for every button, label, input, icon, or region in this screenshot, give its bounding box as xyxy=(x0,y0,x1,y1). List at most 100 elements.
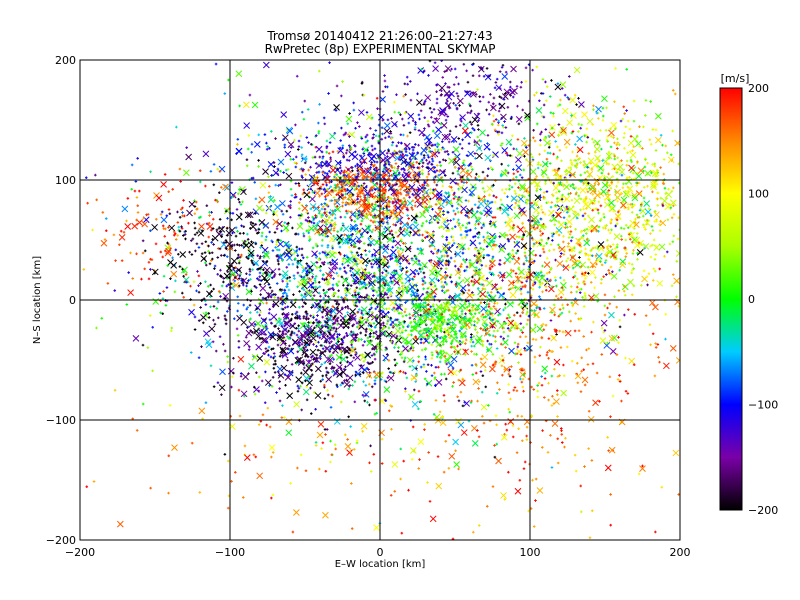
point-x xyxy=(317,224,324,231)
point-plus xyxy=(373,382,377,386)
point-plus xyxy=(653,220,657,223)
point-plus xyxy=(431,353,434,357)
point-x xyxy=(336,364,343,371)
point-plus xyxy=(292,331,296,335)
point-plus xyxy=(628,237,632,241)
point-plus xyxy=(230,385,233,389)
point-plus xyxy=(376,305,379,309)
point-plus xyxy=(408,247,412,250)
point-plus xyxy=(358,295,361,299)
point-plus xyxy=(465,233,469,237)
point-plus xyxy=(348,227,352,230)
point-plus xyxy=(565,259,568,263)
point-plus xyxy=(362,359,366,363)
point-plus xyxy=(385,307,388,311)
point-plus xyxy=(438,336,442,340)
point-plus xyxy=(577,194,581,198)
point-x xyxy=(490,104,497,112)
point-plus xyxy=(477,128,480,131)
point-plus xyxy=(84,176,88,180)
point-plus xyxy=(631,149,634,152)
point-plus xyxy=(295,333,299,337)
point-plus xyxy=(307,168,310,172)
point-plus xyxy=(526,290,530,294)
point-plus xyxy=(538,152,541,156)
point-plus xyxy=(328,211,332,215)
point-x xyxy=(459,167,467,174)
point-plus xyxy=(544,166,548,170)
point-plus xyxy=(439,250,443,253)
point-plus xyxy=(209,305,212,309)
point-plus xyxy=(417,262,421,266)
point-plus xyxy=(352,243,356,246)
point-plus xyxy=(444,191,447,194)
point-plus xyxy=(302,266,305,269)
point-x xyxy=(406,356,414,364)
point-plus xyxy=(429,197,432,201)
point-x xyxy=(282,240,290,248)
point-x xyxy=(277,240,284,248)
point-plus xyxy=(517,200,521,204)
point-plus xyxy=(542,244,546,248)
point-x xyxy=(308,225,315,233)
point-plus xyxy=(226,355,229,358)
point-plus xyxy=(550,374,554,378)
point-plus xyxy=(489,93,492,96)
point-plus xyxy=(652,238,656,242)
point-plus xyxy=(539,92,543,95)
point-plus xyxy=(223,453,227,456)
point-plus xyxy=(530,155,534,159)
point-plus xyxy=(430,351,434,354)
point-plus xyxy=(248,311,252,314)
point-x xyxy=(342,225,350,233)
point-plus xyxy=(440,280,444,284)
point-plus xyxy=(343,215,347,219)
point-plus xyxy=(577,122,581,126)
point-plus xyxy=(438,226,441,230)
point-plus xyxy=(328,297,331,300)
point-plus xyxy=(298,305,301,309)
point-plus xyxy=(594,276,597,279)
point-plus xyxy=(388,232,392,235)
point-plus xyxy=(206,285,210,288)
point-plus xyxy=(622,182,625,186)
point-plus xyxy=(360,232,364,236)
point-x xyxy=(379,96,386,103)
point-plus xyxy=(582,163,586,167)
point-plus xyxy=(671,129,674,133)
point-plus xyxy=(424,355,427,359)
point-plus xyxy=(609,127,612,131)
point-plus xyxy=(461,279,465,282)
point-plus xyxy=(283,146,287,149)
point-x xyxy=(406,223,413,231)
point-plus xyxy=(256,254,260,258)
point-plus xyxy=(322,296,326,300)
point-plus xyxy=(220,393,223,396)
point-x xyxy=(417,67,425,74)
point-plus xyxy=(397,171,401,175)
point-x xyxy=(500,113,507,121)
point-plus xyxy=(622,136,626,139)
point-plus xyxy=(288,344,291,348)
point-plus xyxy=(520,81,523,84)
point-plus xyxy=(317,280,321,284)
point-plus xyxy=(276,343,280,347)
point-x xyxy=(373,212,381,220)
point-plus xyxy=(417,355,420,358)
point-plus xyxy=(373,167,376,171)
point-plus xyxy=(300,213,303,216)
point-plus xyxy=(369,219,373,222)
point-x xyxy=(235,70,243,78)
point-plus xyxy=(334,251,338,255)
point-plus xyxy=(619,226,623,230)
point-plus xyxy=(437,279,440,282)
point-plus xyxy=(336,335,339,339)
point-x xyxy=(471,440,479,447)
point-plus xyxy=(325,290,329,294)
point-x xyxy=(489,232,496,240)
point-plus xyxy=(326,262,330,265)
point-plus xyxy=(387,307,391,310)
point-x xyxy=(274,203,281,211)
point-plus xyxy=(258,271,262,275)
point-x xyxy=(251,353,259,361)
